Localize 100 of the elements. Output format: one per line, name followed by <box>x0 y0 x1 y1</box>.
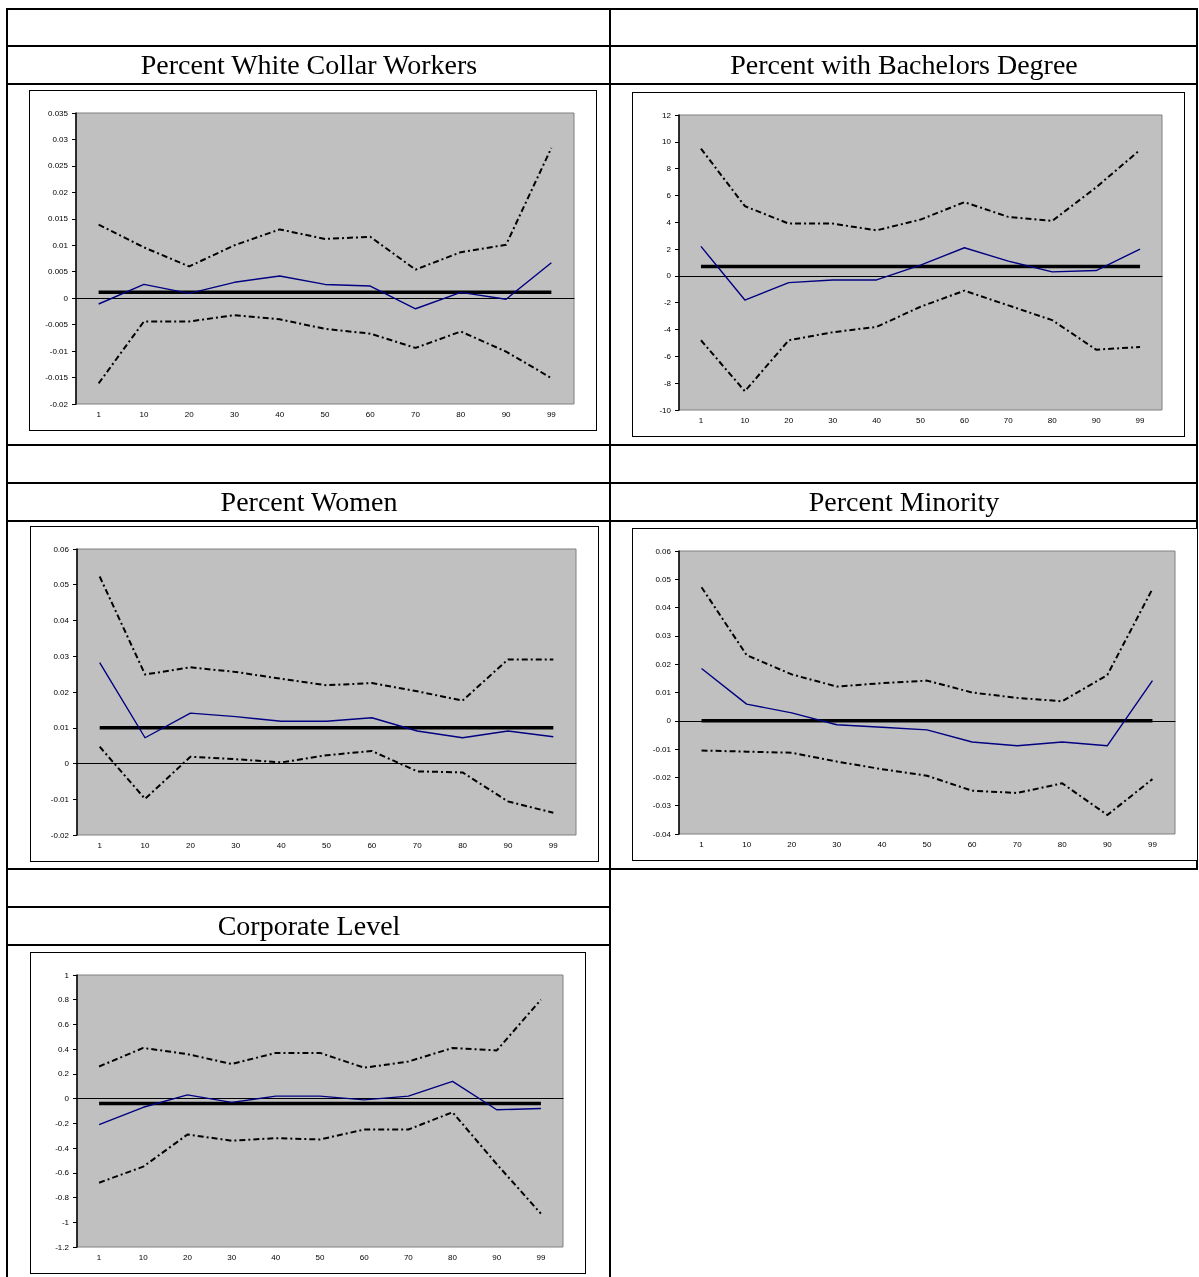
y-tick-label: 0.03 <box>655 631 672 641</box>
y-tick-label: 2 <box>666 244 672 254</box>
x-tick-label: 90 <box>1091 415 1102 425</box>
y-tick-label: 0 <box>666 271 672 281</box>
y-tick-label: 0.025 <box>47 161 69 171</box>
x-tick-label: 70 <box>412 840 423 850</box>
y-tick-label: -4 <box>663 325 672 335</box>
chart-title: Percent with Bachelors Degree <box>729 48 1079 82</box>
x-tick-label: 30 <box>828 415 838 425</box>
x-tick-label: 50 <box>315 1252 325 1262</box>
y-tick-label: -0.4 <box>55 1143 70 1153</box>
y-tick-label: -1 <box>61 1217 70 1227</box>
y-tick-label: 0.05 <box>655 574 672 584</box>
x-tick-label: 60 <box>365 409 376 419</box>
x-tick-label: 10 <box>138 1252 149 1262</box>
x-tick-label: 50 <box>922 839 932 849</box>
y-tick-label: 0.03 <box>53 651 70 661</box>
x-tick-label: 50 <box>320 409 330 419</box>
y-tick-label: 0.2 <box>57 1069 70 1079</box>
y-tick-label: 0.01 <box>52 240 69 250</box>
x-tick-label: 60 <box>967 839 978 849</box>
x-tick-label: 90 <box>1102 839 1113 849</box>
y-tick-label: -10 <box>659 405 672 415</box>
y-tick-label: -6 <box>663 351 672 361</box>
x-tick-label: 10 <box>742 839 752 849</box>
x-tick-label: 99 <box>1148 839 1158 849</box>
x-tick-label: 10 <box>740 415 750 425</box>
chart-title: Percent White Collar Workers <box>139 48 479 82</box>
y-tick-label: -0.01 <box>652 744 672 754</box>
y-tick-label: -8 <box>663 378 672 388</box>
x-tick-label: 90 <box>503 840 513 850</box>
y-tick-label: 0 <box>63 293 69 303</box>
y-tick-label: 0.015 <box>47 214 69 224</box>
y-tick-label: -0.005 <box>45 320 69 330</box>
y-tick-label: -0.01 <box>50 794 70 804</box>
y-tick-label: 0.01 <box>655 688 672 697</box>
x-tick-label: 70 <box>403 1252 414 1262</box>
x-tick-label: 30 <box>230 409 240 419</box>
y-tick-label: 0.8 <box>57 995 70 1005</box>
x-tick-label: 20 <box>184 409 195 419</box>
y-tick-label: -2 <box>663 298 672 308</box>
y-tick-label: -1.2 <box>55 1242 70 1252</box>
x-tick-label: 99 <box>536 1252 546 1262</box>
x-tick-label: 10 <box>140 840 151 850</box>
y-tick-label: -0.015 <box>45 373 69 383</box>
y-tick-label: 10 <box>662 137 672 147</box>
y-tick-label: 0.06 <box>53 544 70 554</box>
x-tick-label: 80 <box>458 840 468 850</box>
x-tick-label: 99 <box>1135 415 1146 425</box>
x-tick-label: 90 <box>501 409 512 419</box>
y-tick-label: -0.2 <box>55 1118 70 1128</box>
x-tick-label: 50 <box>322 840 332 850</box>
y-tick-label: 0 <box>666 716 672 726</box>
x-tick-label: 99 <box>546 409 557 419</box>
x-tick-label: 1 <box>699 839 705 849</box>
x-tick-label: 99 <box>548 840 559 850</box>
y-tick-label: 0.01 <box>53 723 70 733</box>
y-tick-label: 0.02 <box>53 687 70 697</box>
y-tick-label: -0.01 <box>49 346 69 356</box>
y-tick-label: 0.04 <box>655 603 672 613</box>
y-tick-label: -0.03 <box>652 801 672 811</box>
y-tick-label: 0.04 <box>53 616 70 625</box>
x-tick-label: 30 <box>231 840 241 850</box>
y-tick-label: -0.04 <box>652 829 672 839</box>
y-tick-label: 0.03 <box>52 134 69 144</box>
y-tick-label: 0.035 <box>47 108 69 118</box>
y-tick-label: -0.02 <box>50 830 70 840</box>
y-tick-label: 0.02 <box>655 659 672 669</box>
y-tick-label: -0.6 <box>55 1168 70 1178</box>
x-tick-label: 1 <box>97 840 103 850</box>
chart-title: Percent Women <box>219 485 399 519</box>
y-tick-label: 6 <box>666 190 672 200</box>
x-tick-label: 30 <box>227 1252 237 1262</box>
y-tick-label: 0.02 <box>52 187 69 197</box>
x-tick-label: 80 <box>1047 415 1058 425</box>
x-tick-label: 40 <box>872 415 882 425</box>
x-tick-label: 1 <box>698 415 704 425</box>
x-tick-label: 20 <box>183 1252 193 1262</box>
y-tick-label: 0.005 <box>47 267 69 277</box>
x-tick-label: 30 <box>832 839 842 849</box>
chart-title: Percent Minority <box>807 485 1001 519</box>
x-tick-label: 10 <box>139 409 149 419</box>
x-tick-label: 40 <box>877 839 887 849</box>
x-tick-label: 40 <box>276 840 287 850</box>
x-tick-label: 70 <box>411 409 421 419</box>
x-tick-label: 40 <box>271 1252 281 1262</box>
y-tick-label: -0.8 <box>55 1193 70 1203</box>
x-tick-label: 40 <box>275 409 285 419</box>
x-tick-label: 80 <box>456 409 466 419</box>
x-tick-label: 60 <box>959 415 970 425</box>
y-tick-label: 0 <box>64 1094 70 1104</box>
y-tick-label: -0.02 <box>652 772 672 782</box>
x-tick-label: 1 <box>96 409 102 419</box>
y-tick-label: -0.02 <box>49 399 69 409</box>
x-tick-label: 90 <box>492 1252 502 1262</box>
y-tick-label: 12 <box>662 110 672 120</box>
x-tick-label: 20 <box>185 840 196 850</box>
y-tick-label: 1 <box>64 970 70 980</box>
x-tick-label: 60 <box>359 1252 370 1262</box>
x-tick-label: 70 <box>1012 839 1023 849</box>
